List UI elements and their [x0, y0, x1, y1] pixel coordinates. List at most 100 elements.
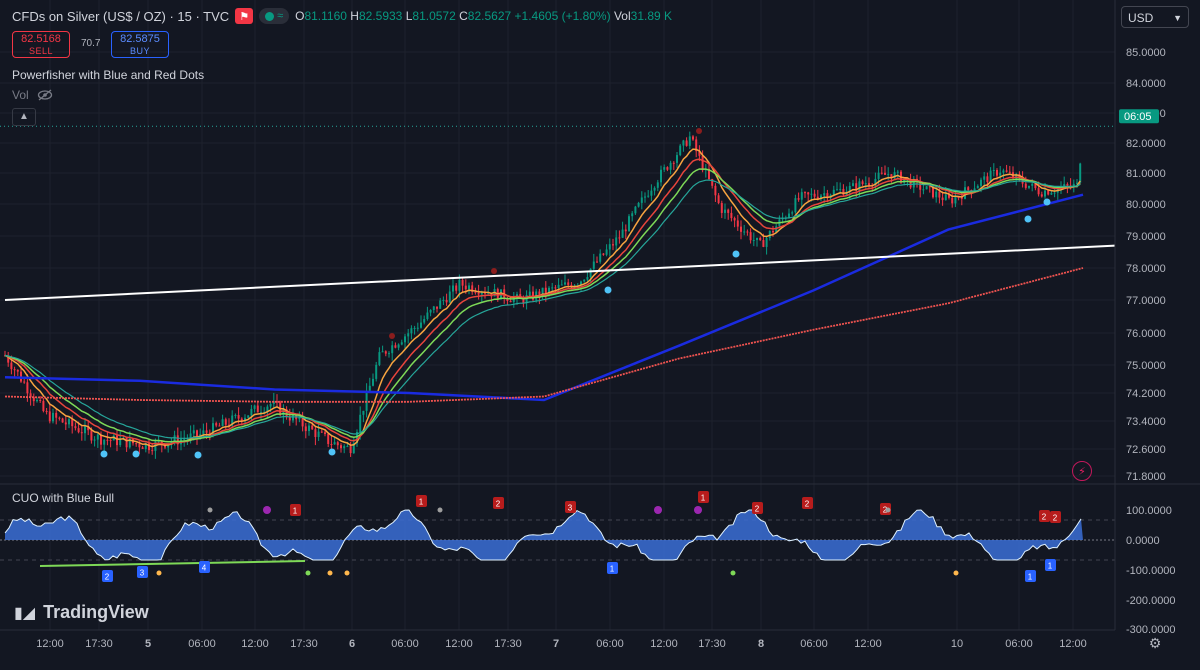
candle-body: [1034, 183, 1037, 189]
candle-body: [1050, 193, 1053, 195]
candle-body: [176, 435, 179, 445]
signal-badge: [607, 562, 618, 574]
candle-body: [954, 197, 957, 204]
candle-body: [80, 432, 83, 434]
blue-dot: [1024, 215, 1032, 223]
candle-body: [324, 432, 326, 435]
y-tick-label: 82.0000: [1126, 138, 1166, 150]
signal-dot: [305, 570, 311, 576]
candle-body: [893, 172, 896, 179]
eye-hidden-icon[interactable]: [37, 89, 53, 101]
candle-body: [448, 291, 451, 303]
chevron-down-icon: ▼: [1173, 13, 1182, 23]
candle-body: [996, 169, 998, 176]
status-pill[interactable]: ≈: [259, 8, 290, 24]
signal-badge: [1050, 511, 1061, 523]
main-indicator-name[interactable]: Powerfisher with Blue and Red Dots: [12, 68, 205, 82]
signal-text: 1: [610, 565, 615, 574]
candle-body: [672, 162, 675, 164]
candle-body: [823, 193, 826, 196]
candle-body: [23, 381, 26, 383]
candle-body: [912, 178, 915, 188]
x-tick-label: 6: [349, 638, 355, 650]
signal-dot: [730, 570, 736, 576]
x-tick-label: 12:00: [36, 638, 64, 650]
candle-body: [52, 412, 54, 422]
candle-body: [74, 426, 77, 429]
candle-body: [528, 291, 531, 295]
candle-body: [55, 412, 58, 418]
signal-text: 4: [202, 564, 207, 573]
candle-body: [794, 198, 797, 213]
candle-body: [196, 430, 198, 437]
y-tick-label: 75.0000: [1126, 360, 1166, 372]
candle-body: [538, 291, 541, 297]
candle-body: [701, 155, 704, 171]
candle-body: [605, 249, 608, 255]
candle-body: [432, 306, 435, 310]
y-tick-label: 79.0000: [1126, 231, 1166, 243]
candle-body: [861, 181, 864, 185]
flag-icon[interactable]: ⚑: [235, 8, 254, 24]
y-tick-label: 72.6000: [1126, 444, 1166, 456]
candle-body: [756, 237, 758, 240]
y-tick-label: 80.0000: [1126, 199, 1166, 211]
signal-badge: [698, 491, 709, 503]
x-tick-label: 17:30: [290, 638, 318, 650]
flash-icon[interactable]: ⚡: [1072, 461, 1092, 481]
candle-body: [928, 186, 931, 188]
sub-indicator-name[interactable]: CUO with Blue Bull: [12, 491, 115, 505]
candle-body: [13, 369, 16, 371]
volume-legend[interactable]: Vol: [12, 88, 53, 102]
blue-dot: [132, 450, 140, 458]
red-dot: [491, 268, 497, 274]
candle-body: [340, 445, 342, 449]
x-tick-label: 8: [758, 638, 764, 650]
candle-body: [157, 441, 160, 443]
candle-body: [858, 181, 861, 191]
candle-body: [762, 240, 765, 247]
ema-green-line: [4, 168, 1081, 443]
candle-body: [532, 291, 534, 300]
candle-body: [468, 285, 470, 290]
signal-text: 2: [1053, 514, 1058, 523]
currency-select[interactable]: USD ▼: [1121, 6, 1189, 28]
settings-icon[interactable]: ⚙: [1148, 635, 1162, 651]
candle-body: [362, 410, 365, 415]
candle-body: [61, 418, 64, 423]
y-tick-label: 77.0000: [1126, 295, 1166, 307]
candle-body: [612, 244, 614, 246]
candle-body: [237, 415, 240, 419]
candle-body: [922, 189, 925, 191]
signal-text: 1: [419, 498, 424, 507]
candle-body: [461, 280, 464, 286]
signal-label: 2: [102, 570, 113, 582]
candle-body: [999, 172, 1002, 176]
candle-body: [992, 169, 995, 171]
signal-text: 3: [568, 504, 573, 513]
chevron-up-icon[interactable]: ▲: [12, 108, 36, 126]
candle-body: [1066, 184, 1069, 186]
candle-body: [506, 298, 509, 301]
signal-badge: [1045, 559, 1056, 571]
signal-text: 2: [755, 505, 760, 514]
candle-body: [285, 409, 288, 417]
sell-button[interactable]: 82.5168 SELL: [12, 31, 70, 58]
buy-button[interactable]: 82.5875 BUY: [111, 31, 169, 58]
candle-body: [1079, 163, 1082, 183]
candle-body: [960, 197, 963, 199]
candle-body: [676, 155, 678, 163]
candle-body: [567, 282, 570, 285]
signal-label: 1: [1045, 559, 1056, 571]
x-tick-label: 12:00: [445, 638, 473, 650]
candle-body: [138, 443, 141, 448]
candle-body: [141, 447, 144, 449]
y-tick-label: 78.0000: [1126, 263, 1166, 275]
candle-body: [765, 238, 768, 247]
signal-badge: [137, 566, 148, 578]
candle-body: [100, 434, 102, 445]
symbol-title[interactable]: CFDs on Silver (US$ / OZ) · 15 · TVC: [12, 8, 230, 24]
signal-dot: [327, 570, 333, 576]
candle-body: [919, 181, 922, 190]
